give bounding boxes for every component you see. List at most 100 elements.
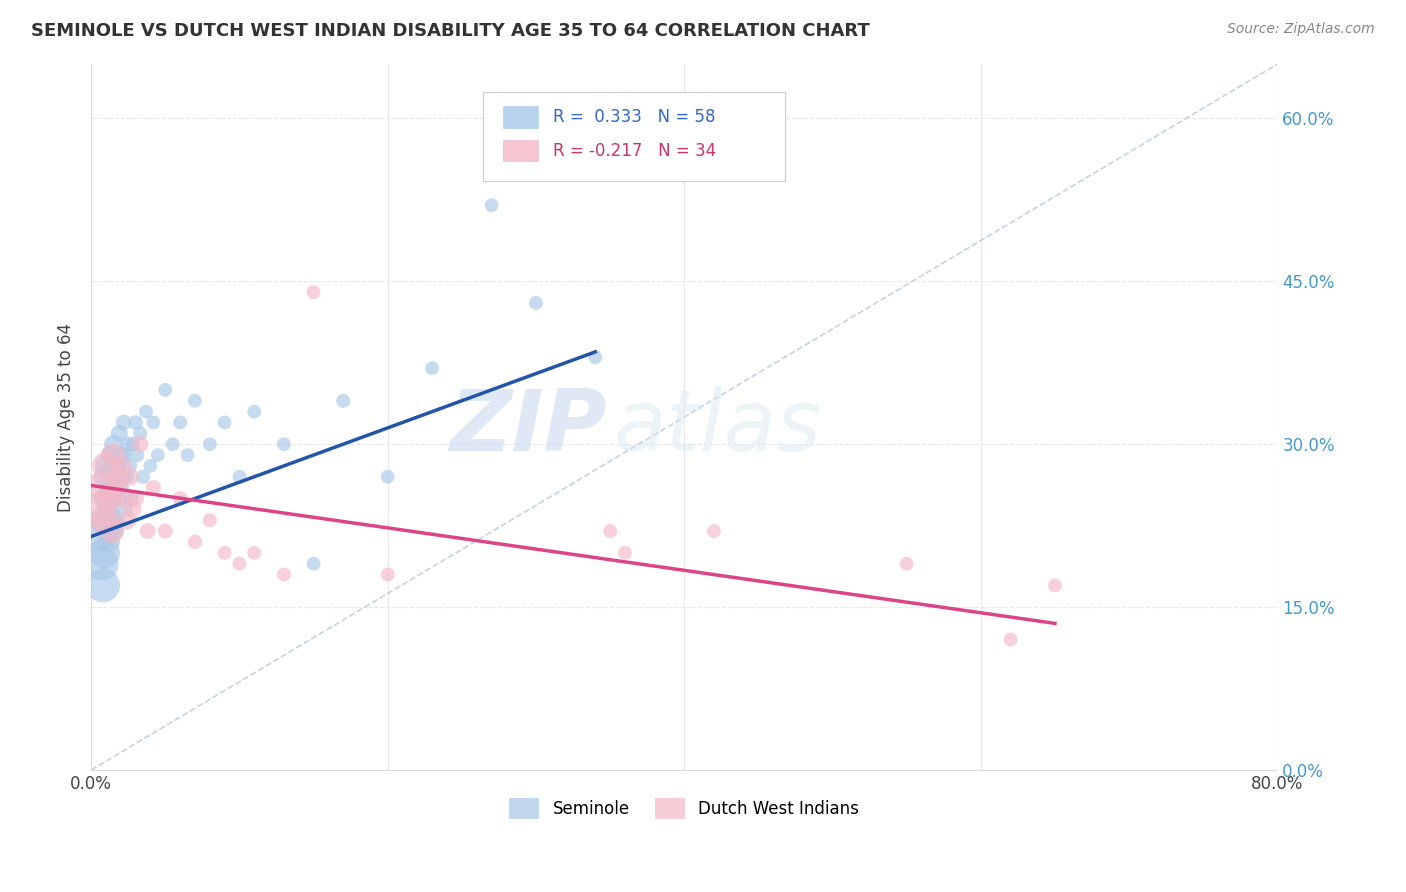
Point — [101, 491, 124, 506]
Point — [105, 481, 128, 495]
Point — [124, 491, 146, 506]
Point — [114, 502, 136, 516]
Text: Source: ZipAtlas.com: Source: ZipAtlas.com — [1227, 22, 1375, 37]
Point — [136, 524, 159, 538]
Point — [377, 567, 399, 582]
Point — [124, 416, 146, 430]
Text: atlas: atlas — [613, 386, 821, 469]
Point — [332, 393, 354, 408]
Point — [94, 458, 117, 473]
Point — [127, 448, 149, 462]
Point — [121, 437, 143, 451]
Y-axis label: Disability Age 35 to 64: Disability Age 35 to 64 — [58, 323, 75, 511]
Point — [273, 437, 295, 451]
Point — [97, 481, 120, 495]
Point — [198, 513, 221, 527]
Point — [108, 426, 131, 441]
Point — [90, 481, 112, 495]
Point — [139, 458, 162, 473]
Point — [93, 546, 115, 560]
Point — [599, 524, 621, 538]
Point — [111, 469, 134, 483]
Point — [94, 458, 117, 473]
Point — [91, 578, 114, 592]
Point — [100, 448, 122, 462]
Point — [243, 404, 266, 418]
Point — [103, 458, 125, 473]
Text: SEMINOLE VS DUTCH WEST INDIAN DISABILITY AGE 35 TO 64 CORRELATION CHART: SEMINOLE VS DUTCH WEST INDIAN DISABILITY… — [31, 22, 870, 40]
Point — [420, 361, 443, 376]
Point — [101, 524, 124, 538]
Point — [1043, 578, 1066, 592]
Point — [105, 513, 128, 527]
FancyBboxPatch shape — [503, 106, 538, 128]
Point — [118, 458, 141, 473]
Point — [110, 458, 132, 473]
Text: R = -0.217   N = 34: R = -0.217 N = 34 — [553, 142, 716, 160]
Point — [377, 469, 399, 483]
Point — [214, 546, 236, 560]
Point — [243, 546, 266, 560]
Point — [94, 469, 117, 483]
Point — [1000, 632, 1022, 647]
Point — [115, 469, 138, 483]
Point — [97, 535, 120, 549]
Point — [273, 567, 295, 582]
Point — [118, 469, 141, 483]
Point — [583, 351, 606, 365]
Point — [169, 416, 191, 430]
Point — [481, 198, 503, 212]
Point — [228, 469, 250, 483]
Point — [524, 296, 547, 310]
Text: ZIP: ZIP — [450, 386, 607, 469]
Point — [129, 437, 152, 451]
Point — [107, 491, 129, 506]
Point — [87, 502, 110, 516]
Point — [155, 524, 177, 538]
Point — [87, 524, 110, 538]
Point — [107, 458, 129, 473]
Point — [107, 469, 129, 483]
Point — [104, 524, 127, 538]
Point — [703, 524, 725, 538]
Point — [112, 448, 135, 462]
Point — [142, 416, 165, 430]
Point — [101, 524, 124, 538]
Point — [115, 513, 138, 527]
Point — [198, 437, 221, 451]
Point — [110, 448, 132, 462]
Point — [94, 491, 117, 506]
Point — [613, 546, 636, 560]
Point — [110, 481, 132, 495]
FancyBboxPatch shape — [482, 92, 785, 180]
Point — [146, 448, 169, 462]
Text: R =  0.333   N = 58: R = 0.333 N = 58 — [553, 108, 716, 126]
Point — [135, 404, 157, 418]
Point — [112, 491, 135, 506]
Point — [129, 426, 152, 441]
Point — [103, 448, 125, 462]
Point — [96, 502, 118, 516]
FancyBboxPatch shape — [503, 140, 538, 161]
Point — [120, 491, 142, 506]
Point — [162, 437, 184, 451]
Point — [214, 416, 236, 430]
Point — [896, 557, 918, 571]
Point — [132, 469, 155, 483]
Point — [169, 491, 191, 506]
Point — [302, 557, 325, 571]
Point — [97, 491, 120, 506]
Point — [121, 502, 143, 516]
Point — [184, 535, 207, 549]
Legend: Seminole, Dutch West Indians: Seminole, Dutch West Indians — [503, 791, 866, 825]
Point — [90, 557, 112, 571]
Point — [103, 437, 125, 451]
Point — [155, 383, 177, 397]
Point — [228, 557, 250, 571]
Point — [112, 416, 135, 430]
Point — [93, 513, 115, 527]
Point — [94, 513, 117, 527]
Point — [142, 481, 165, 495]
Point — [302, 285, 325, 300]
Point — [117, 437, 139, 451]
